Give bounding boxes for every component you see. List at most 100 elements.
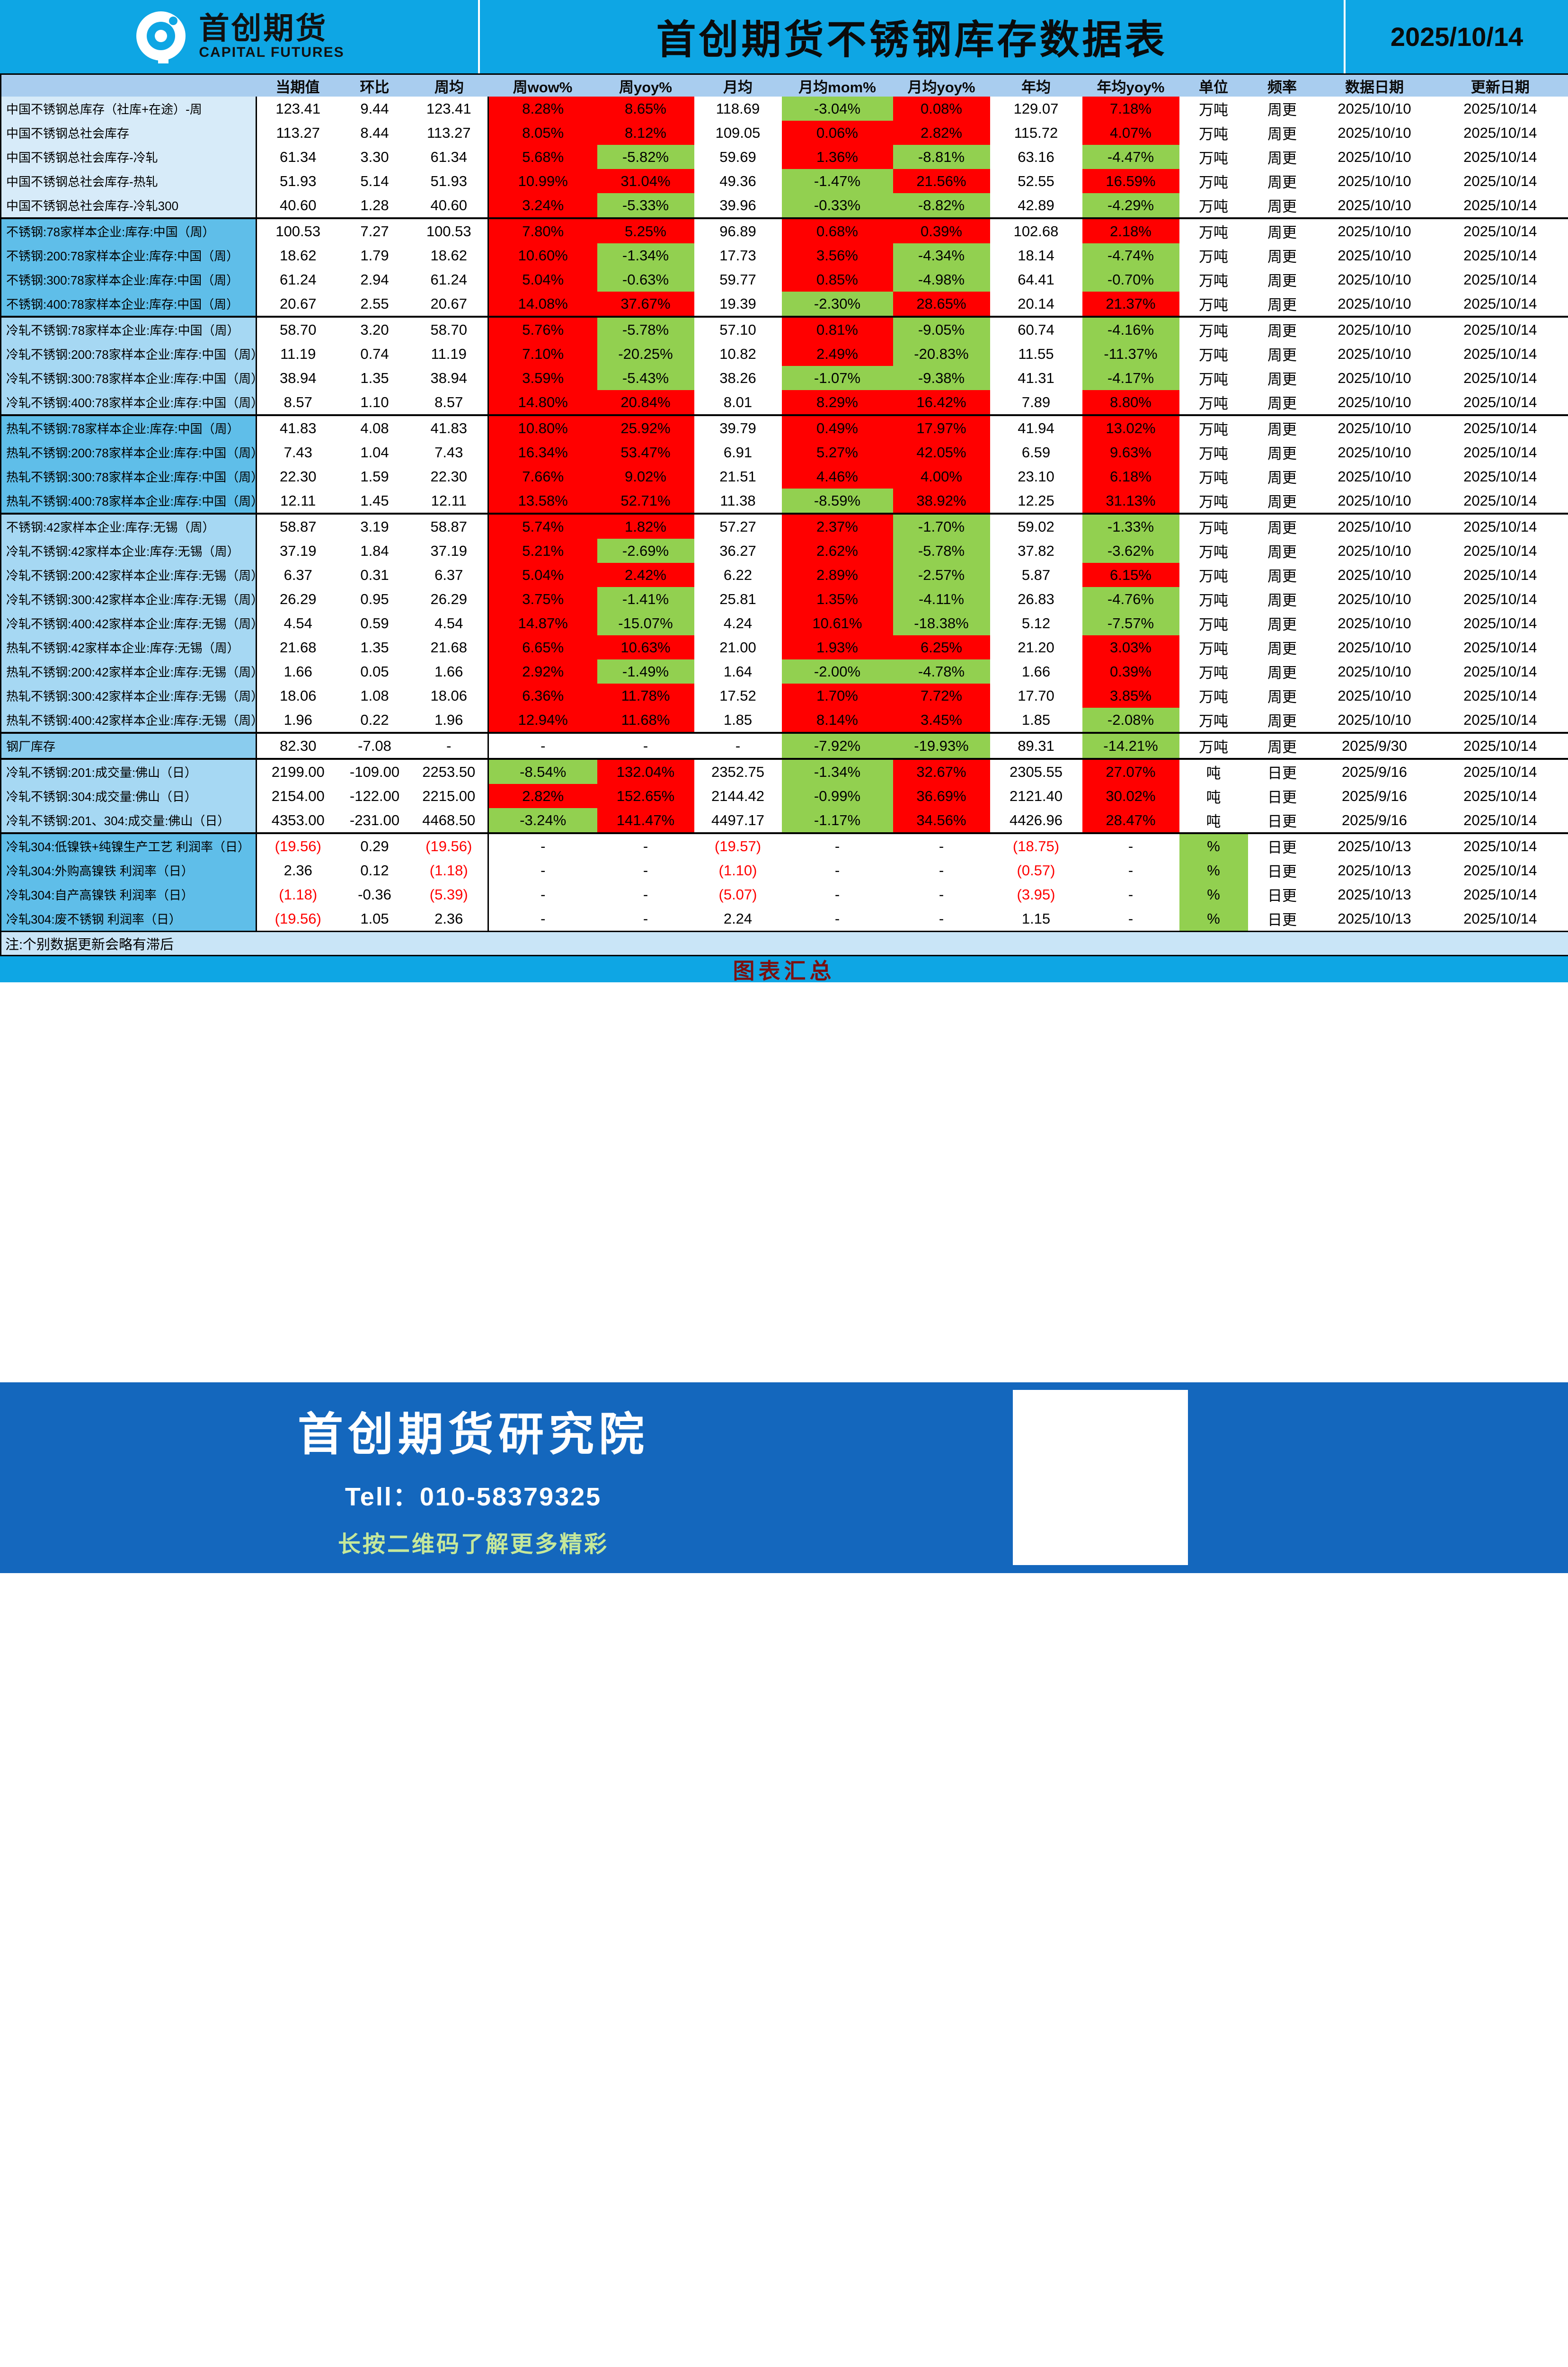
row-label: 热轧不锈钢:400:78家样本企业:库存:中国（周） (0, 489, 257, 514)
table-cell: 2025/10/14 (1432, 217, 1568, 243)
table-cell: 31.04% (597, 169, 694, 193)
table-cell: 周更 (1248, 539, 1317, 563)
table-cell: 6.15% (1082, 563, 1179, 587)
row-label: 冷轧不锈钢:201、304:成交量:佛山（日） (0, 808, 257, 833)
footer-tel: Tell：010-58379325 (345, 1482, 602, 1511)
table-cell: -0.70% (1082, 267, 1179, 292)
table-cell: 36.69% (893, 784, 990, 808)
table-cell: 日更 (1248, 882, 1317, 907)
table-cell: 57.27 (694, 513, 782, 539)
table-cell: 2025/10/10 (1316, 659, 1433, 684)
table-cell: 周更 (1248, 342, 1317, 366)
table-cell: 3.24% (487, 193, 597, 218)
table-cell: 2025/10/14 (1432, 808, 1568, 833)
table-cell: 37.19 (410, 539, 488, 563)
table-cell: 21.37% (1082, 292, 1179, 317)
table-cell: 2025/10/10 (1316, 635, 1433, 659)
table-row: 中国不锈钢总社会库存-冷轧300 40.60 1.28 40.60 3.24% -5.33… (0, 193, 1568, 218)
table-cell: 1.85 (990, 708, 1082, 733)
table-cell: 2025/10/14 (1432, 440, 1568, 464)
table-cell: - (694, 732, 782, 759)
table-cell: - (893, 858, 990, 882)
table-cell: 8.80% (1082, 390, 1179, 415)
table-cell: 0.39% (893, 217, 990, 243)
table-cell: -8.82% (893, 193, 990, 218)
table-cell: 27.07% (1082, 758, 1179, 784)
table-cell: 0.59 (339, 611, 410, 635)
table-cell: 10.60% (487, 243, 597, 267)
row-label: 冷轧不锈钢:200:78家样本企业:库存:中国（周） (0, 342, 257, 366)
table-cell: -15.07% (597, 611, 694, 635)
table-cell: 周更 (1248, 708, 1317, 733)
table-cell: 1.66 (410, 659, 488, 684)
table-cell: 21.51 (694, 464, 782, 489)
table-cell: 日更 (1248, 907, 1317, 932)
table-cell: 吨 (1179, 808, 1248, 833)
table-cell: - (893, 882, 990, 907)
table-cell: 2025/10/10 (1316, 193, 1433, 218)
table-cell: % (1179, 907, 1248, 932)
table-cell: 31.13% (1082, 489, 1179, 514)
table-cell: - (893, 907, 990, 932)
table-cell: 周更 (1248, 587, 1317, 611)
table-cell: 1.82% (597, 513, 694, 539)
table-cell: 28.65% (893, 292, 990, 317)
table-cell: 6.37 (256, 563, 339, 587)
table-cell: 30.02% (1082, 784, 1179, 808)
table-cell: 18.06 (410, 684, 488, 708)
table-cell: 5.25% (597, 217, 694, 243)
table-cell: 18.62 (256, 243, 339, 267)
table-cell: - (781, 907, 893, 932)
table-cell: 6.36% (487, 684, 597, 708)
table-cell: -18.38% (893, 611, 990, 635)
table-cell: 21.68 (410, 635, 488, 659)
table-cell: 16.59% (1082, 169, 1179, 193)
table-cell: 6.25% (893, 635, 990, 659)
table-cell: 2025/10/10 (1316, 169, 1433, 193)
table-cell: 42.89 (990, 193, 1082, 218)
table-row: 冷轧不锈钢:304:成交量:佛山（日） 2154.00 -122.00 2215.00… (0, 784, 1568, 808)
table-cell: 周更 (1248, 464, 1317, 489)
column-header: 单位 (1179, 74, 1248, 97)
table-cell: 周更 (1248, 292, 1317, 317)
table-cell: 17.73 (694, 243, 782, 267)
row-label: 热轧不锈钢:200:42家样本企业:库存:无锡（周） (0, 659, 257, 684)
table-cell: 1.28 (339, 193, 410, 218)
row-label: 钢厂库存 (0, 732, 257, 759)
table-row: 冷轧不锈钢:201、304:成交量:佛山（日） 4353.00 -231.00 446… (0, 808, 1568, 833)
table-row: 热轧不锈钢:42家样本企业:库存:无锡（周） 21.68 1.35 21.68 6.65… (0, 635, 1568, 659)
table-cell: 2025/10/14 (1432, 145, 1568, 169)
table-cell: 2305.55 (990, 758, 1082, 784)
table-cell: 1.08 (339, 684, 410, 708)
table-cell: 38.92% (893, 489, 990, 514)
table-cell: 万吨 (1179, 587, 1248, 611)
table-cell: 2025/10/13 (1316, 832, 1433, 858)
table-cell: - (410, 732, 488, 759)
table-row: 热轧不锈钢:400:78家样本企业:库存:中国（周） 12.11 1.45 12.11… (0, 489, 1568, 514)
table-cell: 2025/9/16 (1316, 808, 1433, 833)
table-row: 中国不锈钢总社会库存 113.27 8.44 113.27 8.05% 8.12% 109.… (0, 121, 1568, 145)
table-cell: 日更 (1248, 832, 1317, 858)
table-cell: 2025/10/10 (1316, 440, 1433, 464)
table-cell: 0.06% (781, 121, 893, 145)
row-label: 冷轧304:废不锈钢 利润率（日） (0, 907, 257, 932)
table-cell: 周更 (1248, 267, 1317, 292)
table-cell: 7.43 (256, 440, 339, 464)
table-cell: - (597, 882, 694, 907)
table-cell: 0.12 (339, 858, 410, 882)
header-divider (1344, 0, 1346, 73)
table-cell: 2025/10/10 (1316, 414, 1433, 440)
table-cell: 1.79 (339, 243, 410, 267)
table-cell: 4468.50 (410, 808, 488, 833)
table-cell: 2025/10/14 (1432, 832, 1568, 858)
table-cell: 82.30 (256, 732, 339, 759)
table-cell: 129.07 (990, 97, 1082, 121)
table-cell: -8.81% (893, 145, 990, 169)
table-row: 冷轧不锈钢:400:78家样本企业:库存:中国（周） 8.57 1.10 8.57 14… (0, 390, 1568, 415)
table-cell: 2144.42 (694, 784, 782, 808)
table-cell: 14.08% (487, 292, 597, 317)
inventory-table-body: 中国不锈钢总库存（社库+在途）-周 123.41 9.44 123.41 8.28% 8.… (0, 97, 1568, 956)
table-cell: 5.21% (487, 539, 597, 563)
row-label: 中国不锈钢总库存（社库+在途）-周 (0, 97, 257, 121)
table-cell: 4.07% (1082, 121, 1179, 145)
